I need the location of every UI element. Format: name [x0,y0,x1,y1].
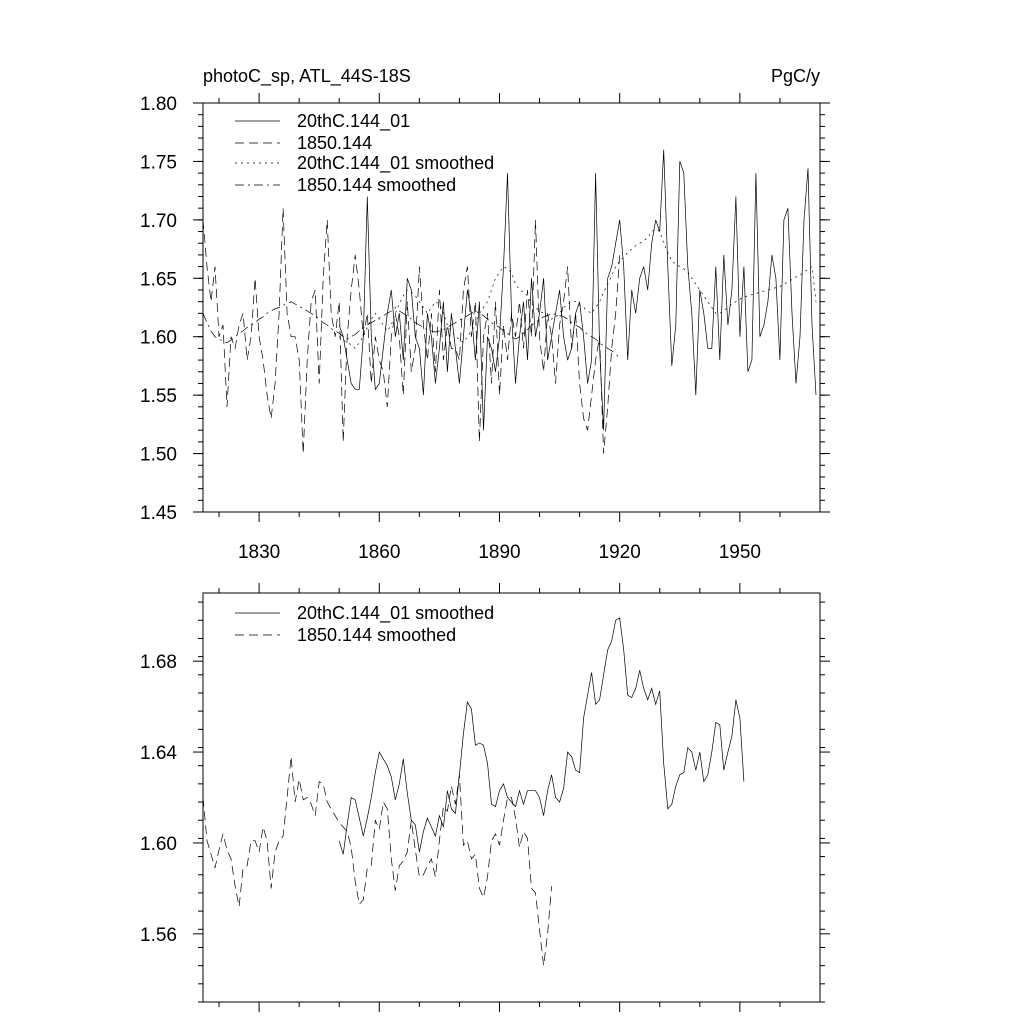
legend-bottom: 20thC.144_01 smoothed 1850.144 smoothed [235,603,494,645]
x-tick-label: 1890 [478,542,520,563]
y-tick-label: 1.56 [140,925,177,946]
series-line [202,301,620,358]
y-tick-label: 1.65 [140,269,177,290]
legend-label: 1850.144 smoothed [297,175,456,195]
y-tick-label: 1.45 [140,503,177,524]
y-tick-label: 1.55 [140,386,177,407]
y-tick-label: 1.68 [140,652,177,673]
plot-layers: 1830 1860 1890 1920 1950 1.45 1.50 1.55 1.60 1.65… [140,93,830,1012]
y-tick-label: 1.64 [140,743,177,764]
legend-label: 20thC.144_01 smoothed [297,153,494,174]
x-tick-label: 1860 [358,542,400,563]
legend-top: 20thC.144_01 1850.144 20thC.144_01 smoot… [235,111,494,195]
y-tick-label: 1.75 [140,152,177,173]
x-tick-label: 1830 [238,542,280,563]
y-tick-label: 1.60 [140,328,177,349]
chart-title-right: PgC/y [771,66,820,86]
y-tick-label: 1.80 [140,94,177,115]
legend-label: 1850.144 smoothed [297,625,456,645]
plot-frame [202,102,821,513]
series-line [202,756,552,966]
y-tick-label: 1.50 [140,445,177,466]
x-tick-label: 1920 [599,542,641,563]
y-tick-label: 1.70 [140,211,177,232]
legend-label: 20thC.144_01 [297,111,410,132]
legend-label: 20thC.144_01 smoothed [297,603,494,624]
series-line [338,617,745,855]
chart-title-left: photoC_sp, ATL_44S-18S [203,66,411,87]
legend-label: 1850.144 [297,133,372,153]
x-tick-label: 1950 [719,542,761,563]
y-tick-label: 1.60 [140,834,177,855]
series-line [338,149,817,431]
series-line [202,208,621,454]
